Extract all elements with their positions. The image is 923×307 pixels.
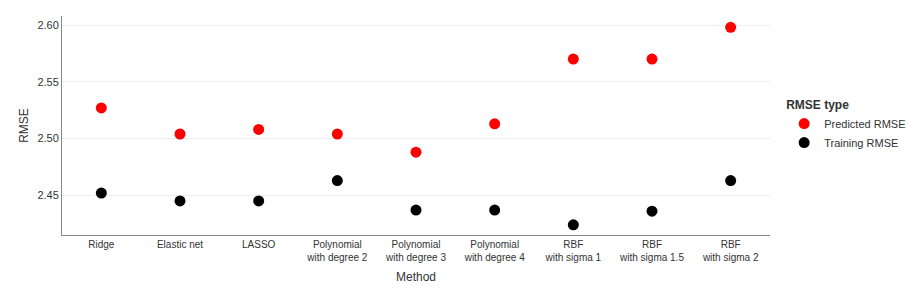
svg-text:2.45: 2.45 — [37, 189, 58, 201]
svg-text:Polynomialwith degree 3: Polynomialwith degree 3 — [385, 239, 446, 263]
svg-text:RBFwith sigma 1: RBFwith sigma 1 — [545, 239, 602, 263]
svg-text:2.55: 2.55 — [37, 76, 58, 88]
svg-text:RMSE type: RMSE type — [786, 98, 849, 112]
svg-text:Elastic net: Elastic net — [157, 239, 203, 250]
svg-text:RMSE: RMSE — [17, 108, 31, 143]
svg-text:2.50: 2.50 — [37, 132, 58, 144]
svg-text:Predicted RMSE: Predicted RMSE — [824, 118, 905, 130]
svg-text:RBFwith sigma 1.5: RBFwith sigma 1.5 — [619, 239, 684, 263]
svg-text:LASSO: LASSO — [242, 239, 276, 250]
svg-text:2.60: 2.60 — [37, 19, 58, 31]
svg-text:Polynomialwith degree 4: Polynomialwith degree 4 — [464, 239, 525, 263]
svg-text:Polynomialwith degree 2: Polynomialwith degree 2 — [306, 239, 367, 263]
svg-text:RBFwith sigma 2: RBFwith sigma 2 — [702, 239, 759, 263]
svg-text:Training RMSE: Training RMSE — [824, 137, 898, 149]
svg-text:Method: Method — [396, 270, 436, 284]
svg-text:Ridge: Ridge — [88, 239, 115, 250]
